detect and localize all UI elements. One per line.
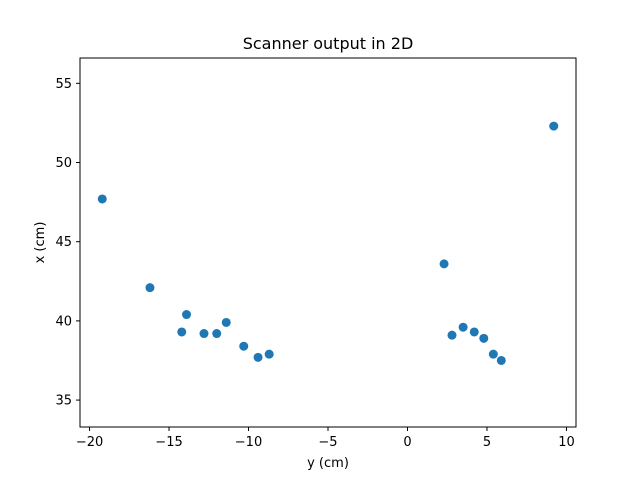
x-tick-label: −20: [76, 435, 103, 450]
plot-area: [80, 58, 576, 427]
data-point: [97, 194, 107, 204]
data-point: [264, 349, 274, 359]
data-point: [439, 259, 449, 269]
data-point: [199, 329, 209, 339]
data-point: [182, 310, 192, 320]
x-tick-label: −15: [155, 435, 182, 450]
plot-frame: [79, 57, 577, 428]
data-point: [212, 329, 222, 339]
data-point: [253, 352, 263, 362]
data-point: [488, 349, 498, 359]
data-point: [496, 355, 506, 365]
data-point: [549, 121, 559, 131]
x-tick-label: −5: [318, 435, 337, 450]
data-point: [458, 322, 468, 332]
x-tick-label: −10: [235, 435, 262, 450]
y-axis-label: x (cm): [33, 222, 48, 264]
y-tick-label: 40: [55, 314, 72, 329]
data-point: [447, 330, 457, 340]
axis-ticks: −20 −15 −10 −5 0 5 10 35 40 45 50 55: [55, 77, 574, 450]
x-tick-label: 5: [483, 435, 491, 450]
y-tick-label: 50: [55, 156, 72, 171]
data-point: [479, 333, 489, 343]
data-point: [239, 341, 249, 351]
y-tick-label: 35: [55, 394, 72, 409]
x-tick-label: 10: [558, 435, 575, 450]
y-tick-label: 55: [55, 77, 72, 92]
x-tick-label: 0: [403, 435, 411, 450]
data-point: [221, 317, 231, 327]
x-axis-label: y (cm): [307, 456, 349, 471]
data-points: [97, 121, 559, 365]
data-point: [145, 283, 155, 293]
data-point: [177, 327, 187, 337]
y-tick-label: 45: [55, 235, 72, 250]
data-point: [469, 327, 479, 337]
chart-title: Scanner output in 2D: [243, 34, 414, 53]
